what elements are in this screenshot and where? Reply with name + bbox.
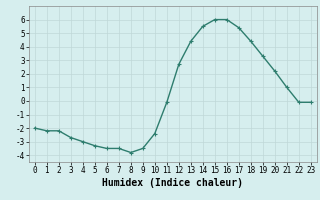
X-axis label: Humidex (Indice chaleur): Humidex (Indice chaleur) <box>102 178 243 188</box>
